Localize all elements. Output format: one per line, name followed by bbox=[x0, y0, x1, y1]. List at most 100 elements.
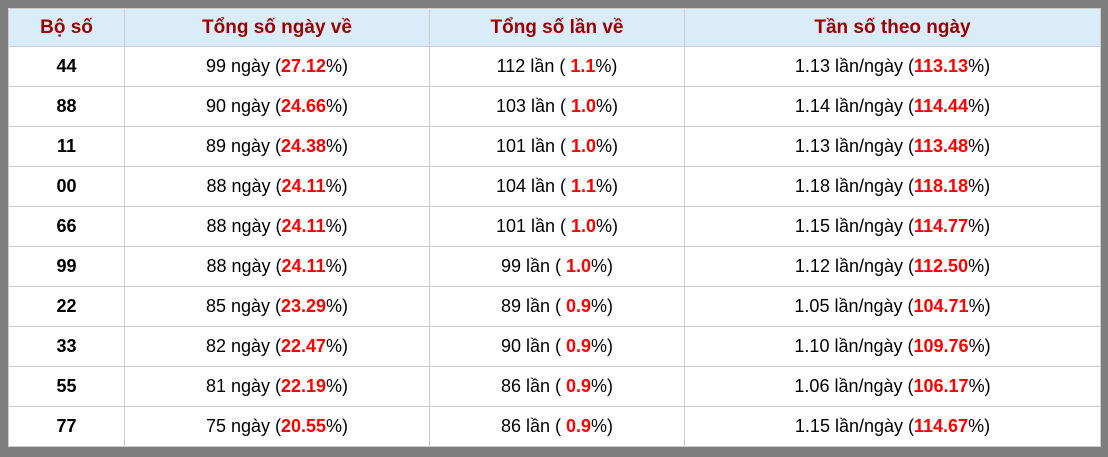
highlighted-percentage: 114.77 bbox=[914, 216, 969, 236]
cell-tan-so-theo-ngay: 1.12 lần/ngày (112.50%) bbox=[684, 246, 1101, 287]
table-row: 22 85 ngày (23.29%) 89 lần ( 0.9%) 1.05 lần… bbox=[8, 286, 1101, 327]
cell-bo-so: 99 bbox=[8, 246, 125, 287]
cell-tong-so-ngay-ve: 82 ngày (22.47%) bbox=[124, 326, 430, 367]
cell-text: 90 ngày ( bbox=[205, 96, 281, 116]
cell-tong-so-ngay-ve: 99 ngày (27.12%) bbox=[124, 46, 430, 87]
cell-text: 89 ngày ( bbox=[205, 136, 281, 156]
cell-text: 1.15 lần/ngày ( bbox=[794, 216, 915, 236]
cell-text: 1.13 lần/ngày ( bbox=[794, 56, 915, 76]
cell-text: %) bbox=[591, 296, 614, 316]
cell-tan-so-theo-ngay: 1.15 lần/ngày (114.67%) bbox=[684, 406, 1101, 447]
cell-text: %) bbox=[591, 416, 614, 436]
cell-bo-so: 00 bbox=[8, 166, 125, 207]
highlighted-percentage: 0.9 bbox=[566, 336, 592, 356]
cell-text: 86 lần ( bbox=[500, 416, 566, 436]
highlighted-percentage: 24.38 bbox=[281, 136, 327, 156]
cell-tong-so-ngay-ve: 89 ngày (24.38%) bbox=[124, 126, 430, 167]
table-row: 33 82 ngày (22.47%) 90 lần ( 0.9%) 1.10 lần… bbox=[8, 326, 1101, 367]
header-tong-so-lan-ve: Tổng số lần về bbox=[429, 8, 685, 47]
highlighted-percentage: 24.11 bbox=[281, 216, 326, 236]
cell-tong-so-ngay-ve: 88 ngày (24.11%) bbox=[124, 166, 430, 207]
cell-bo-so: 22 bbox=[8, 286, 125, 327]
cell-bo-so: 66 bbox=[8, 206, 125, 247]
highlighted-percentage: 113.48 bbox=[914, 136, 969, 156]
cell-text: 88 ngày ( bbox=[206, 216, 282, 236]
cell-text: %) bbox=[326, 336, 349, 356]
cell-tan-so-theo-ngay: 1.18 lần/ngày (118.18%) bbox=[684, 166, 1101, 207]
cell-text: 1.05 lần/ngày ( bbox=[794, 296, 914, 316]
cell-text: %) bbox=[968, 216, 991, 236]
highlighted-percentage: 118.18 bbox=[914, 176, 969, 196]
table-body: 44 99 ngày (27.12%) 112 lần ( 1.1%) 1.13 lầ… bbox=[8, 46, 1101, 447]
cell-text: %) bbox=[968, 56, 991, 76]
cell-tan-so-theo-ngay: 1.13 lần/ngày (113.13%) bbox=[684, 46, 1101, 87]
cell-tong-so-lan-ve: 90 lần ( 0.9%) bbox=[429, 326, 685, 367]
cell-bo-so: 55 bbox=[8, 366, 125, 407]
cell-text: %) bbox=[968, 176, 991, 196]
cell-text: 101 lần ( bbox=[495, 136, 572, 156]
table-row: 77 75 ngày (20.55%) 86 lần ( 0.9%) 1.15 lần… bbox=[8, 406, 1101, 447]
highlighted-percentage: 109.76 bbox=[913, 336, 969, 356]
cell-text: %) bbox=[968, 336, 991, 356]
cell-tong-so-lan-ve: 112 lần ( 1.1%) bbox=[429, 46, 685, 87]
highlighted-percentage: 22.47 bbox=[281, 336, 327, 356]
cell-text: %) bbox=[596, 176, 619, 196]
table-row: 44 99 ngày (27.12%) 112 lần ( 1.1%) 1.13 lầ… bbox=[8, 46, 1101, 87]
highlighted-percentage: 1.0 bbox=[571, 216, 597, 236]
cell-text: %) bbox=[326, 56, 349, 76]
highlighted-percentage: 0.9 bbox=[566, 416, 592, 436]
cell-text: %) bbox=[968, 376, 991, 396]
cell-tong-so-ngay-ve: 81 ngày (22.19%) bbox=[124, 366, 430, 407]
highlighted-percentage: 114.44 bbox=[914, 96, 969, 116]
cell-text: %) bbox=[325, 216, 348, 236]
cell-text: %) bbox=[968, 136, 991, 156]
cell-text: %) bbox=[596, 96, 619, 116]
cell-text: 103 lần ( bbox=[495, 96, 572, 116]
cell-tong-so-ngay-ve: 88 ngày (24.11%) bbox=[124, 246, 430, 287]
cell-tong-so-lan-ve: 89 lần ( 0.9%) bbox=[429, 286, 685, 327]
cell-text: 112 lần ( bbox=[496, 56, 571, 76]
cell-text: %) bbox=[596, 216, 619, 236]
highlighted-percentage: 114.67 bbox=[914, 416, 969, 436]
cell-text: 82 ngày ( bbox=[205, 336, 281, 356]
cell-text: %) bbox=[968, 416, 991, 436]
cell-text: %) bbox=[326, 296, 349, 316]
cell-text: %) bbox=[326, 136, 349, 156]
cell-text: 101 lần ( bbox=[495, 216, 572, 236]
highlighted-percentage: 24.66 bbox=[281, 96, 327, 116]
cell-tan-so-theo-ngay: 1.05 lần/ngày (104.71%) bbox=[684, 286, 1101, 327]
table-row: 88 90 ngày (24.66%) 103 lần ( 1.0%) 1.14 lầ… bbox=[8, 86, 1101, 127]
header-bo-so: Bộ số bbox=[8, 8, 125, 47]
cell-bo-so: 44 bbox=[8, 46, 125, 87]
cell-text: 1.10 lần/ngày ( bbox=[794, 336, 914, 356]
cell-text: %) bbox=[326, 416, 349, 436]
table-row: 00 88 ngày (24.11%) 104 lần ( 1.1%) 1.18 lầ… bbox=[8, 166, 1101, 207]
cell-tong-so-ngay-ve: 85 ngày (23.29%) bbox=[124, 286, 430, 327]
cell-tan-so-theo-ngay: 1.13 lần/ngày (113.48%) bbox=[684, 126, 1101, 167]
cell-tan-so-theo-ngay: 1.14 lần/ngày (114.44%) bbox=[684, 86, 1101, 127]
cell-text: 1.18 lần/ngày ( bbox=[794, 176, 915, 196]
cell-tong-so-ngay-ve: 75 ngày (20.55%) bbox=[124, 406, 430, 447]
cell-text: 88 ngày ( bbox=[206, 256, 282, 276]
cell-text: %) bbox=[325, 176, 348, 196]
cell-bo-so: 88 bbox=[8, 86, 125, 127]
table-row: 99 88 ngày (24.11%) 99 lần ( 1.0%) 1.12 lần… bbox=[8, 246, 1101, 287]
cell-text: %) bbox=[326, 376, 349, 396]
cell-text: 86 lần ( bbox=[500, 376, 566, 396]
header-row: Bộ số Tổng số ngày về Tổng số lần về Tần… bbox=[8, 8, 1101, 47]
cell-tong-so-lan-ve: 99 lần ( 1.0%) bbox=[429, 246, 685, 287]
cell-bo-so: 11 bbox=[8, 126, 125, 167]
cell-text: 1.14 lần/ngày ( bbox=[794, 96, 915, 116]
cell-text: 89 lần ( bbox=[500, 296, 566, 316]
cell-text: 1.15 lần/ngày ( bbox=[794, 416, 915, 436]
cell-tong-so-lan-ve: 86 lần ( 0.9%) bbox=[429, 366, 685, 407]
table-row: 55 81 ngày (22.19%) 86 lần ( 0.9%) 1.06 lần… bbox=[8, 366, 1101, 407]
cell-text: 75 ngày ( bbox=[205, 416, 281, 436]
cell-tong-so-ngay-ve: 90 ngày (24.66%) bbox=[124, 86, 430, 127]
cell-tong-so-lan-ve: 104 lần ( 1.1%) bbox=[429, 166, 685, 207]
cell-text: %) bbox=[596, 136, 619, 156]
cell-tong-so-lan-ve: 101 lần ( 1.0%) bbox=[429, 206, 685, 247]
cell-tong-so-lan-ve: 86 lần ( 0.9%) bbox=[429, 406, 685, 447]
cell-text: 1.06 lần/ngày ( bbox=[794, 376, 914, 396]
